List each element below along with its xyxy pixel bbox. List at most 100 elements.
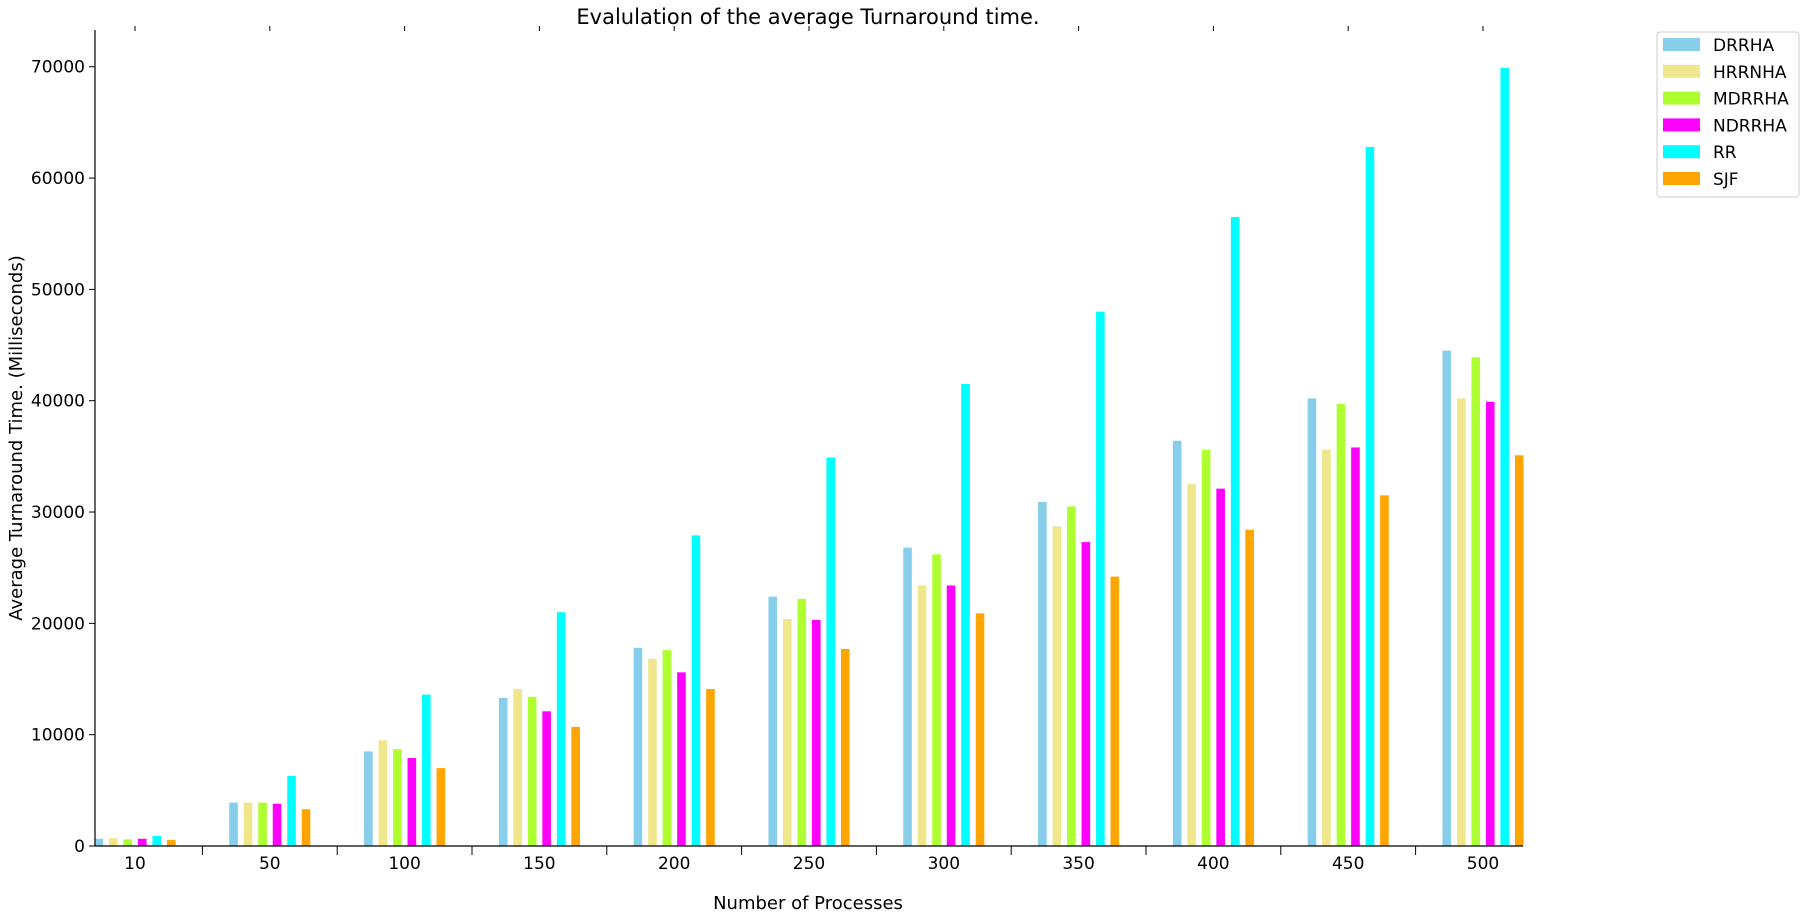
x-tick-label: 400: [1197, 854, 1229, 874]
bar-sjf-10: [166, 839, 176, 846]
bar-rr-150: [556, 612, 566, 846]
bar-sjf-450: [1380, 495, 1389, 846]
bar-hrrnha-400: [1187, 484, 1196, 846]
x-axis-label: Number of Processes: [713, 893, 903, 914]
legend: DRRHA HRRNHA MDRRHA NDRRHA RR SJF: [1656, 31, 1800, 198]
axes-group: [94, 30, 1523, 847]
legend-label-hrrnha: HRRNHA: [1713, 63, 1787, 83]
bar-mdrrha-450: [1336, 404, 1346, 846]
x-tick-label: 10: [124, 854, 146, 874]
bar-rr-450: [1365, 146, 1375, 846]
legend-swatch-hrrnha: [1663, 64, 1700, 78]
bar-rr-200: [691, 535, 701, 846]
bar-drrha-150: [498, 697, 508, 846]
bar-mdrrha-350: [1067, 506, 1076, 846]
bar-ndrrha-400: [1216, 488, 1225, 846]
bar-sjf-400: [1245, 529, 1254, 846]
bar-rr-350: [1096, 311, 1105, 846]
bar-drrha-10: [94, 838, 104, 846]
y-tick-label: 20000: [31, 614, 85, 634]
bar-sjf-150: [571, 726, 580, 846]
legend-label-sjf: SJF: [1713, 170, 1739, 190]
x-tick-label: 150: [523, 854, 555, 874]
bar-mdrrha-500: [1471, 357, 1481, 846]
bar-hrrnha-300: [917, 585, 927, 846]
x-tick-label: 250: [793, 854, 825, 874]
legend-label-drrha: DRRHA: [1713, 36, 1774, 56]
bar-rr-300: [961, 384, 970, 846]
bar-hrrnha-150: [513, 689, 522, 846]
legend-label-ndrrha: NDRRHA: [1713, 116, 1787, 136]
x-ticks-group: 10 50 100 150 200 250 300 350 400 450 500: [124, 26, 1499, 874]
bar-rr-500: [1500, 67, 1510, 847]
bar-rr-50: [287, 775, 296, 846]
bar-drrha-250: [768, 596, 778, 846]
bar-drrha-400: [1172, 440, 1182, 846]
y-tick-label: 50000: [31, 280, 85, 300]
bar-rr-250: [826, 457, 836, 846]
bar-ndrrha-350: [1081, 542, 1091, 846]
x-tick-label: 450: [1332, 854, 1364, 874]
bar-drrha-500: [1442, 350, 1452, 846]
bar-drrha-200: [633, 647, 643, 846]
bar-drrha-100: [364, 751, 373, 846]
bar-hrrnha-500: [1456, 398, 1466, 846]
bar-sjf-100: [436, 768, 446, 846]
bar-mdrrha-250: [797, 598, 807, 846]
bar-drrha-450: [1307, 398, 1317, 846]
bar-rr-10: [152, 835, 162, 846]
bar-hrrnha-100: [378, 740, 388, 846]
y-tick-label: 10000: [31, 726, 85, 746]
bar-mdrrha-400: [1201, 449, 1211, 846]
bar-mdrrha-200: [662, 650, 672, 846]
bar-ndrrha-500: [1485, 401, 1495, 846]
bar-hrrnha-50: [243, 802, 253, 846]
legend-swatch-sjf: [1663, 172, 1700, 185]
y-tick-label: 60000: [31, 169, 85, 189]
bar-sjf-500: [1514, 455, 1524, 846]
bar-hrrnha-200: [648, 658, 657, 846]
bar-sjf-200: [706, 689, 715, 846]
x-tick-label: 50: [259, 854, 281, 874]
x-tick-label: 300: [928, 854, 960, 874]
bar-mdrrha-150: [527, 696, 537, 846]
bar-mdrrha-50: [258, 802, 267, 846]
bar-rr-400: [1230, 217, 1240, 846]
bar-sjf-350: [1110, 576, 1120, 846]
y-tick-label: 0: [74, 837, 85, 857]
bar-drrha-350: [1038, 502, 1047, 846]
bar-mdrrha-100: [393, 749, 402, 846]
bar-ndrrha-50: [272, 803, 282, 846]
legend-label-mdrrha: MDRRHA: [1713, 90, 1789, 110]
x-tick-label: 350: [1062, 854, 1094, 874]
x-tick-label: 100: [388, 854, 420, 874]
bar-hrrnha-350: [1052, 526, 1062, 846]
bar-ndrrha-100: [407, 758, 417, 846]
y-tick-label: 40000: [31, 392, 85, 412]
bar-ndrrha-300: [946, 585, 956, 846]
bar-drrha-50: [229, 802, 238, 846]
bar-ndrrha-150: [542, 711, 551, 846]
y-tick-label: 70000: [31, 58, 85, 78]
y-tick-label: 30000: [31, 503, 85, 523]
y-ticks-group: 0 10000 20000 30000 40000 50000 60000 70000: [31, 58, 95, 857]
legend-label-rr: RR: [1713, 143, 1737, 163]
bar-sjf-300: [975, 613, 985, 846]
bar-mdrrha-10: [123, 839, 133, 846]
bar-hrrnha-10: [108, 838, 118, 846]
legend-swatch-mdrrha: [1663, 91, 1700, 105]
y-axis-label: Average Turnaround Time. (Milliseconds): [6, 255, 27, 620]
bar-sjf-50: [301, 809, 311, 846]
legend-swatch-ndrrha: [1663, 118, 1700, 132]
chart-title: Evalulation of the average Turnaround ti…: [576, 5, 1039, 29]
bar-sjf-250: [840, 648, 850, 846]
bar-rr-100: [422, 694, 431, 846]
x-tick-label: 200: [658, 854, 690, 874]
legend-swatch-rr: [1663, 145, 1700, 159]
bar-mdrrha-300: [932, 554, 941, 846]
bar-hrrnha-250: [782, 618, 792, 846]
legend-swatch-drrha: [1663, 38, 1700, 51]
x-tick-label: 500: [1467, 854, 1499, 874]
bar-hrrnha-450: [1322, 449, 1331, 846]
